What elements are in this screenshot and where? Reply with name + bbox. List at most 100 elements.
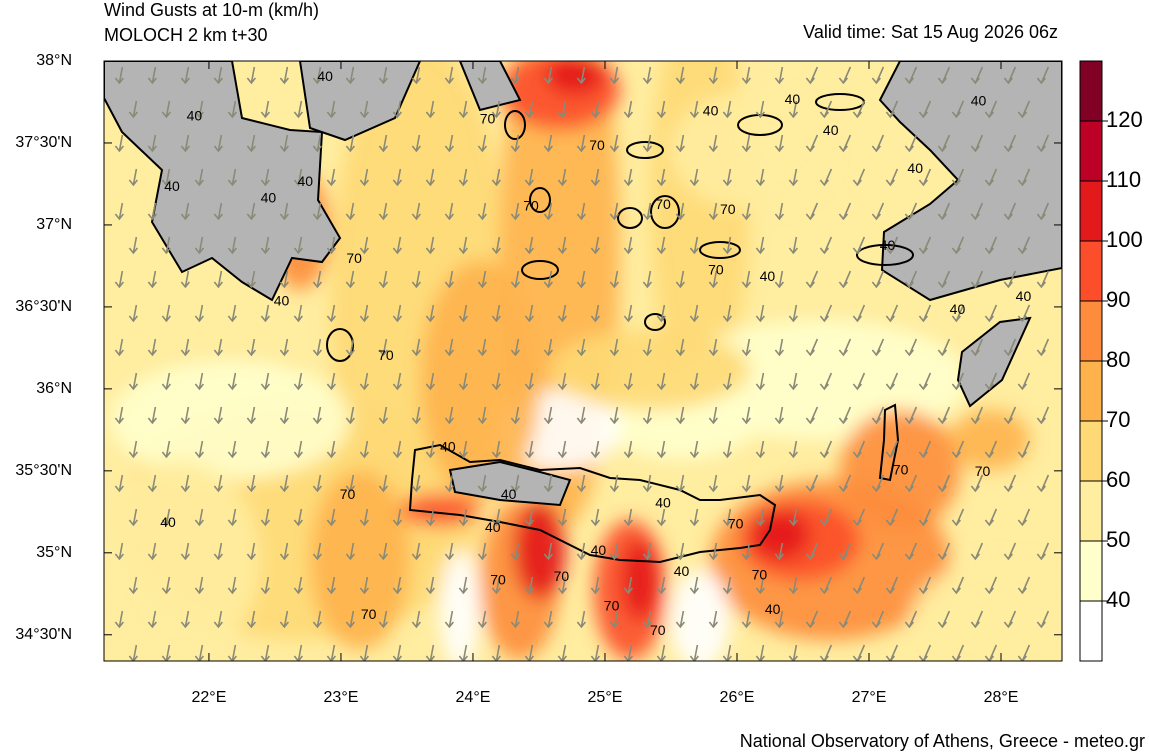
wind-arrow <box>425 576 436 595</box>
wind-arrow <box>576 66 587 85</box>
wind-arrow <box>885 440 899 459</box>
wind-arrow <box>904 202 918 221</box>
wind-arrow <box>871 406 885 425</box>
contour-label: 40 <box>160 514 176 530</box>
wind-arrow <box>293 372 304 391</box>
wind-arrow <box>293 168 304 187</box>
contour-label: 70 <box>480 111 496 127</box>
valid-time: Valid time: Sat 15 Aug 2026 06z <box>803 22 1058 42</box>
wind-arrow <box>609 134 620 153</box>
wind-arrow <box>279 202 290 221</box>
wind-arrow <box>708 338 719 357</box>
wind-arrow <box>260 644 271 661</box>
wind-arrow <box>937 270 951 289</box>
wind-arrow <box>937 474 951 493</box>
wind-arrow <box>246 542 257 561</box>
wind-arrow <box>590 304 601 323</box>
wind-arrow <box>147 406 158 425</box>
wind-arrow <box>838 610 852 629</box>
wind-arrow <box>722 100 733 119</box>
wind-arrow <box>180 542 191 561</box>
wind-arrow <box>326 508 337 527</box>
wind-arrow <box>279 134 290 153</box>
wind-arrow <box>904 610 918 629</box>
wind-arrow <box>458 236 469 255</box>
wind-arrow <box>805 202 819 221</box>
wind-arrow <box>1036 338 1050 357</box>
wind-arrow <box>623 236 634 255</box>
wind-arrow <box>180 270 191 289</box>
wind-arrow <box>378 406 389 425</box>
wind-arrow <box>838 474 852 493</box>
wind-arrow <box>609 542 620 561</box>
wind-arrow <box>609 474 620 493</box>
wind-arrow <box>623 644 634 661</box>
wind-arrow <box>524 644 535 661</box>
wind-arrow <box>885 508 899 527</box>
wind-arrow <box>918 440 932 459</box>
colorbar-label: 80 <box>1106 347 1130 372</box>
wind-arrow <box>260 168 271 187</box>
wind-arrow <box>491 168 502 187</box>
wind-arrow <box>477 134 488 153</box>
wind-arrow <box>326 100 337 119</box>
wind-arrow <box>510 134 521 153</box>
wind-arrow <box>491 576 502 595</box>
wind-arrow <box>477 338 488 357</box>
wind-arrow <box>623 168 634 187</box>
wind-arrow <box>656 236 667 255</box>
wind-arrow <box>491 304 502 323</box>
wind-arrow <box>918 576 932 595</box>
wind-arrow <box>788 440 799 459</box>
axes: 22°E 23°E 24°E 25°E 26°E 27°E 28°E 38°N 37°30'N 3… <box>15 52 1062 706</box>
wind-arrow <box>312 338 323 357</box>
wind-arrow <box>260 372 271 391</box>
wind-arrow <box>838 406 852 425</box>
wind-arrow <box>590 372 601 391</box>
wind-arrow <box>871 66 885 85</box>
wind-arrow <box>1017 236 1031 255</box>
wind-arrow <box>656 372 667 391</box>
colorbar-box <box>1079 480 1103 542</box>
wind-arrow <box>260 100 271 119</box>
colorbar-label: 110 <box>1106 167 1141 192</box>
wind-arrow <box>510 338 521 357</box>
wind-arrow <box>161 508 172 527</box>
wind-arrows <box>114 66 1050 661</box>
wind-arrow <box>951 576 965 595</box>
wind-arrow <box>444 542 455 561</box>
wind-arrow <box>161 100 172 119</box>
wind-arrow <box>180 134 191 153</box>
wind-arrow <box>819 168 833 187</box>
wind-arrow <box>180 610 191 629</box>
wind-arrow <box>852 576 866 595</box>
wind-arrow <box>885 236 899 255</box>
colorbar-box <box>1079 360 1103 422</box>
wind-arrow <box>642 270 653 289</box>
wind-arrow <box>774 474 785 493</box>
wind-arrow <box>279 542 290 561</box>
wind-arrow <box>147 542 158 561</box>
wind-arrow <box>1036 406 1050 425</box>
wind-arrow <box>576 270 587 289</box>
wind-arrow <box>477 270 488 289</box>
wind-arrow <box>788 168 799 187</box>
wind-arrow <box>1017 168 1031 187</box>
wind-arrow <box>689 508 700 527</box>
wind-arrow <box>885 576 899 595</box>
wind-arrow <box>805 270 819 289</box>
wind-arrow <box>411 610 422 629</box>
wind-arrow <box>970 66 984 85</box>
wind-arrow <box>576 474 587 493</box>
contour-label: 70 <box>554 568 570 584</box>
wind-arrow <box>708 270 719 289</box>
wind-arrow <box>510 542 521 561</box>
wind-arrow <box>557 304 568 323</box>
wind-arrow <box>937 406 951 425</box>
contour-label: 40 <box>440 439 456 455</box>
wind-arrow <box>755 576 766 595</box>
wind-arrow <box>557 576 568 595</box>
wind-arrow <box>378 338 389 357</box>
wind-arrow <box>904 270 918 289</box>
